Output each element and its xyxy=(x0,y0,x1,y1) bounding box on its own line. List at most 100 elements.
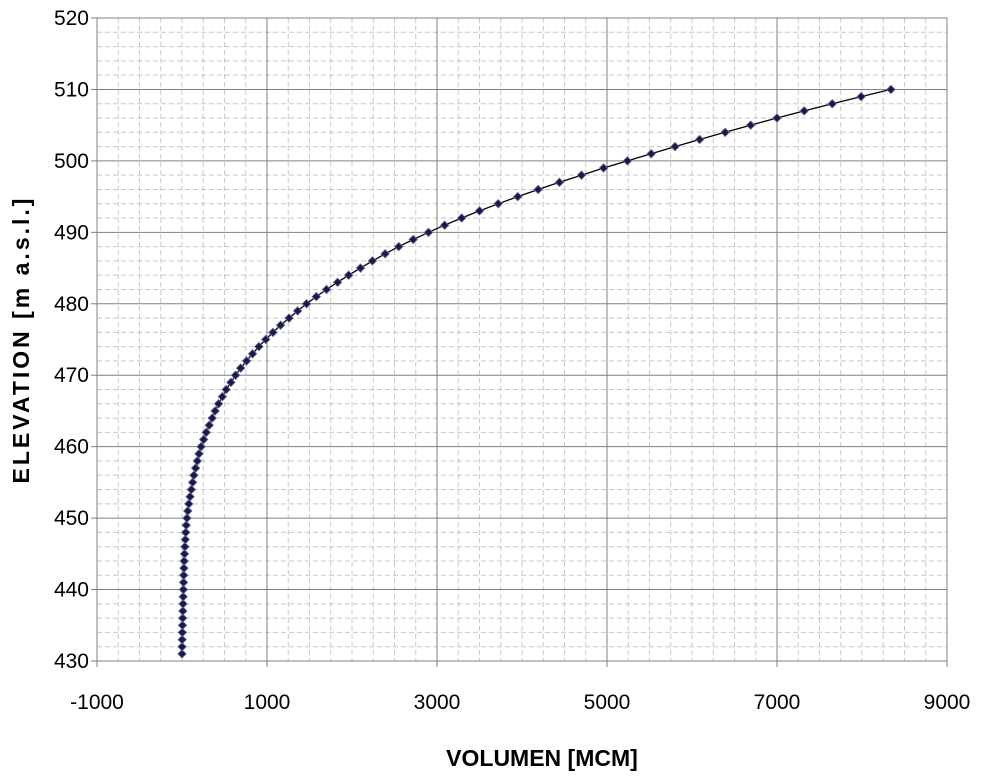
data-point xyxy=(180,541,190,552)
data-point xyxy=(512,191,523,202)
data-point xyxy=(178,584,189,595)
x-axis-title: VOLUMEN [MCM] xyxy=(446,745,638,771)
x-tick-label: 3000 xyxy=(414,691,461,714)
data-point xyxy=(301,299,312,309)
y-tick-label: 510 xyxy=(54,78,89,101)
data-point xyxy=(180,527,191,538)
data-point xyxy=(235,363,246,373)
y-tick-label: 430 xyxy=(54,650,89,673)
data-point xyxy=(576,170,587,180)
y-axis-title: ELEVATION [m a.s.l.] xyxy=(8,196,34,484)
data-point xyxy=(493,198,503,209)
data-point xyxy=(886,84,896,95)
data-point xyxy=(178,577,189,588)
data-point xyxy=(221,384,231,395)
data-point xyxy=(439,220,450,230)
data-point xyxy=(694,134,705,145)
x-tick-label: -1000 xyxy=(70,691,124,714)
data-point xyxy=(380,249,390,259)
y-tick-label: 490 xyxy=(54,221,89,244)
data-point xyxy=(260,334,271,345)
data-point xyxy=(213,399,224,409)
data-point xyxy=(180,534,191,545)
data-point xyxy=(622,156,633,166)
data-point xyxy=(799,106,809,116)
data-point xyxy=(343,270,354,280)
data-point xyxy=(178,606,188,616)
data-point xyxy=(207,413,217,423)
x-tick-label: 5000 xyxy=(584,691,631,714)
data-point xyxy=(284,313,294,323)
data-point xyxy=(179,556,189,566)
data-point xyxy=(181,520,192,531)
data-point xyxy=(189,470,199,481)
data-point xyxy=(275,320,286,330)
data-point xyxy=(311,291,322,302)
data-point xyxy=(179,549,190,559)
data-point xyxy=(268,327,278,338)
data-point xyxy=(184,499,194,509)
x-tick-label: 1000 xyxy=(244,691,291,714)
data-point xyxy=(177,634,187,645)
data-point xyxy=(247,349,258,359)
data-point xyxy=(423,227,434,238)
data-point xyxy=(474,206,485,216)
data-point xyxy=(204,420,214,430)
data-point xyxy=(185,491,195,502)
y-tick-label: 440 xyxy=(54,579,89,602)
data-point xyxy=(292,306,303,316)
data-point xyxy=(720,127,730,138)
data-point xyxy=(827,98,838,109)
y-tick-label: 520 xyxy=(54,7,89,30)
data-point xyxy=(186,484,197,495)
data-point xyxy=(772,113,782,123)
data-point xyxy=(178,591,188,602)
data-point xyxy=(217,391,228,402)
y-tick-label: 500 xyxy=(54,150,89,173)
data-point xyxy=(196,441,206,452)
data-point xyxy=(254,341,264,352)
data-point xyxy=(408,234,418,245)
data-point xyxy=(321,284,332,295)
data-point xyxy=(554,177,565,188)
data-point xyxy=(598,163,609,173)
data-point xyxy=(241,356,252,366)
data-point xyxy=(456,213,467,223)
series-markers xyxy=(177,84,896,659)
x-tick-label: 7000 xyxy=(754,691,801,714)
data-point xyxy=(177,613,188,623)
data-point xyxy=(355,263,366,273)
x-tick-label: 9000 xyxy=(924,691,971,714)
data-point xyxy=(670,141,680,152)
data-point xyxy=(177,620,188,631)
y-tick-label: 470 xyxy=(54,364,89,387)
data-point xyxy=(533,184,543,195)
x-axis-ticks: -1000 1000 3000 5000 7000 9000 xyxy=(70,661,970,714)
y-axis-ticks: 430 440 450 460 470 480 490 500 510 520 xyxy=(54,7,97,673)
data-point xyxy=(194,449,204,459)
data-point xyxy=(367,256,378,266)
data-point xyxy=(198,434,209,445)
minor-gridlines xyxy=(97,18,947,661)
data-point xyxy=(178,570,189,581)
data-point xyxy=(856,91,866,102)
data-point xyxy=(230,370,241,380)
y-tick-label: 480 xyxy=(54,293,89,316)
data-point xyxy=(178,599,188,609)
data-point xyxy=(182,513,192,523)
data-point xyxy=(332,277,343,288)
data-point xyxy=(177,649,187,659)
data-point xyxy=(183,506,193,516)
data-point xyxy=(192,456,203,466)
data-point xyxy=(226,377,236,388)
y-tick-label: 460 xyxy=(54,436,89,459)
data-point xyxy=(210,406,220,416)
data-point xyxy=(187,477,198,488)
data-point xyxy=(646,148,656,159)
data-point xyxy=(393,241,404,252)
data-point xyxy=(179,563,189,573)
data-point xyxy=(201,427,211,438)
y-tick-label: 450 xyxy=(54,507,89,530)
data-point xyxy=(177,641,187,652)
data-point xyxy=(190,463,201,473)
